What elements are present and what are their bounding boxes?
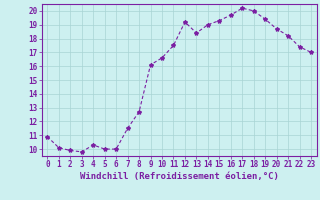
X-axis label: Windchill (Refroidissement éolien,°C): Windchill (Refroidissement éolien,°C)	[80, 172, 279, 181]
